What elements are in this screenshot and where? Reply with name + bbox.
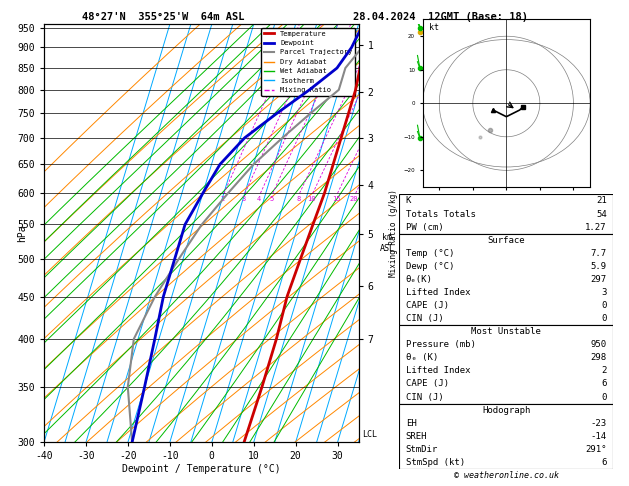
Bar [399, 325, 613, 403]
Text: 15: 15 [332, 196, 340, 202]
Text: 291°: 291° [586, 445, 607, 454]
Text: 0: 0 [601, 301, 607, 310]
Text: 5.9: 5.9 [591, 262, 607, 271]
Text: -14: -14 [591, 432, 607, 441]
Text: 6: 6 [601, 458, 607, 467]
Text: 0: 0 [601, 314, 607, 323]
Text: θₑ (K): θₑ (K) [406, 353, 438, 363]
Bar [399, 234, 613, 325]
Text: 10: 10 [307, 196, 316, 202]
Text: 950: 950 [591, 340, 607, 349]
Text: 8: 8 [296, 196, 301, 202]
Text: 297: 297 [591, 275, 607, 284]
Text: Hodograph: Hodograph [482, 406, 530, 415]
Text: -23: -23 [591, 419, 607, 428]
Text: 4: 4 [257, 196, 261, 202]
Text: Surface: Surface [487, 236, 525, 244]
Text: Lifted Index: Lifted Index [406, 366, 470, 375]
Text: 3: 3 [601, 288, 607, 297]
Text: Mixing Ratio (g/kg): Mixing Ratio (g/kg) [389, 190, 398, 277]
X-axis label: Dewpoint / Temperature (°C): Dewpoint / Temperature (°C) [122, 464, 281, 474]
Text: 20: 20 [350, 196, 359, 202]
Text: 2: 2 [601, 366, 607, 375]
Text: CIN (J): CIN (J) [406, 314, 443, 323]
Text: CAPE (J): CAPE (J) [406, 380, 449, 388]
Text: 54: 54 [596, 209, 607, 219]
Text: StmSpd (kt): StmSpd (kt) [406, 458, 465, 467]
Text: Pressure (mb): Pressure (mb) [406, 340, 476, 349]
Text: hPa: hPa [17, 225, 27, 242]
Y-axis label: km
ASL: km ASL [380, 233, 395, 253]
Text: © weatheronline.co.uk: © weatheronline.co.uk [454, 471, 559, 480]
Text: 3: 3 [242, 196, 246, 202]
Text: 21: 21 [596, 196, 607, 206]
Text: Totals Totals: Totals Totals [406, 209, 476, 219]
Text: 298: 298 [591, 353, 607, 363]
Text: 6: 6 [601, 380, 607, 388]
Text: Temp (°C): Temp (°C) [406, 249, 454, 258]
Bar [399, 194, 613, 234]
Legend: Temperature, Dewpoint, Parcel Trajectory, Dry Adiabat, Wet Adiabat, Isotherm, Mi: Temperature, Dewpoint, Parcel Trajectory… [261, 28, 355, 96]
Text: CAPE (J): CAPE (J) [406, 301, 449, 310]
Text: LCL: LCL [362, 430, 377, 439]
Text: 5: 5 [269, 196, 274, 202]
Text: StmDir: StmDir [406, 445, 438, 454]
Text: θₑ(K): θₑ(K) [406, 275, 433, 284]
Text: 48°27'N  355°25'W  64m ASL: 48°27'N 355°25'W 64m ASL [82, 12, 245, 22]
Text: Most Unstable: Most Unstable [471, 327, 542, 336]
Text: EH: EH [406, 419, 416, 428]
Text: 0: 0 [601, 393, 607, 401]
Text: SREH: SREH [406, 432, 427, 441]
Text: CIN (J): CIN (J) [406, 393, 443, 401]
Text: PW (cm): PW (cm) [406, 223, 443, 232]
Text: kt: kt [429, 22, 439, 32]
Text: 2: 2 [221, 196, 225, 202]
Text: 28.04.2024  12GMT (Base: 18): 28.04.2024 12GMT (Base: 18) [353, 12, 528, 22]
Bar [399, 403, 613, 469]
Text: 7.7: 7.7 [591, 249, 607, 258]
Text: K: K [406, 196, 411, 206]
Text: 1.27: 1.27 [586, 223, 607, 232]
Text: Dewp (°C): Dewp (°C) [406, 262, 454, 271]
Text: Lifted Index: Lifted Index [406, 288, 470, 297]
